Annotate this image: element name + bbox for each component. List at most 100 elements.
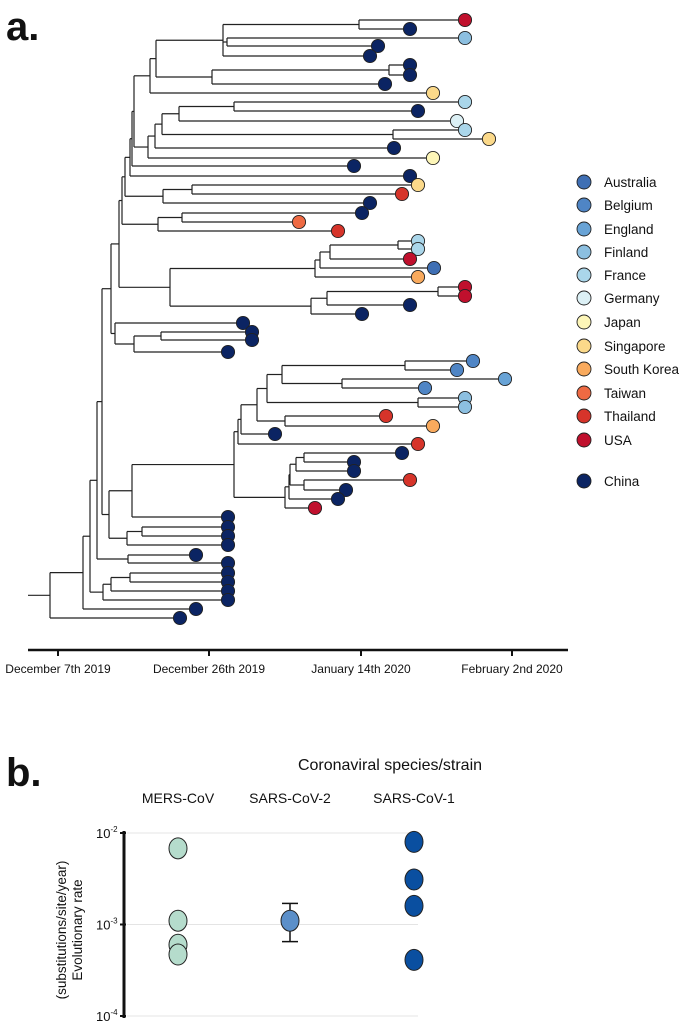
data-point-sars-cov-2 [280, 909, 300, 932]
legend-label: England [604, 222, 654, 237]
legend-label: Thailand [604, 409, 656, 424]
tip-singapore [481, 131, 497, 147]
tip-usa [307, 500, 323, 516]
tip-thailand [378, 408, 394, 424]
legend-swatch [576, 408, 592, 424]
tip-china [220, 592, 236, 608]
legend-label: Belgium [604, 198, 653, 213]
tip-china [235, 315, 251, 331]
tip-china [330, 491, 346, 507]
panel-a-label: a. [6, 5, 39, 49]
tip-france [410, 241, 426, 257]
tip-south-korea [410, 269, 426, 285]
legend-label: South Korea [604, 362, 680, 377]
phylogenetic-tree [28, 12, 513, 626]
data-point-mers-cov [168, 837, 188, 860]
legend-swatch [576, 361, 592, 377]
tip-thailand [330, 223, 346, 239]
tip-belgium [465, 353, 481, 369]
tip-china [370, 38, 386, 54]
panel-b-label: b. [6, 751, 42, 795]
legend-swatch [576, 432, 592, 448]
category-label: SARS-CoV-2 [249, 790, 331, 806]
tip-china [410, 103, 426, 119]
tip-china [402, 297, 418, 313]
legend-swatch [576, 290, 592, 306]
time-axis-tick-label: February 2nd 2020 [461, 662, 563, 676]
tip-china [354, 306, 370, 322]
data-point-mers-cov [168, 909, 188, 932]
tip-china [338, 482, 354, 498]
tip-china [362, 48, 378, 64]
legend-label: Germany [604, 291, 660, 306]
legend-swatch [576, 221, 592, 237]
time-axis-tick-label: January 14th 2020 [311, 662, 411, 676]
tip-taiwan [291, 214, 307, 230]
tip-singapore [425, 85, 441, 101]
tip-thailand [402, 472, 418, 488]
legend-label: China [604, 474, 640, 489]
tip-china [346, 158, 362, 174]
time-axis-tick-label: December 26th 2019 [153, 662, 265, 676]
tip-france [457, 94, 473, 110]
category-label: MERS-CoV [142, 790, 215, 806]
tip-china [220, 537, 236, 553]
tip-china [346, 463, 362, 479]
tip-china [402, 168, 418, 184]
legend-swatch [576, 338, 592, 354]
legend: Australia Belgium England Finland France Germ… [576, 174, 680, 489]
tip-china [172, 610, 188, 626]
y-tick-label: 10-3 [96, 917, 118, 933]
category-label: SARS-CoV-1 [373, 790, 455, 806]
tip-belgium [449, 362, 465, 378]
tip-france [457, 122, 473, 138]
evolutionary-rate-plot: MERS-CoV SARS-CoV-2 SARS-CoV-1 10-2 10-3 10-4… [54, 790, 455, 1024]
tip-china [377, 76, 393, 92]
legend-swatch [576, 174, 592, 190]
chart-b-title: Coronaviral species/strain [298, 757, 482, 774]
legend-swatch [576, 314, 592, 330]
legend-swatch [576, 244, 592, 260]
data-point-sars-cov-1 [404, 948, 424, 971]
tip-china [394, 445, 410, 461]
tip-china [402, 67, 418, 83]
tip-china [354, 205, 370, 221]
tip-china [402, 21, 418, 37]
legend-swatch [576, 197, 592, 213]
tip-germany [449, 113, 465, 129]
legend-label: Singapore [604, 339, 666, 354]
legend-label: USA [604, 433, 632, 448]
time-axis: December 7th 2019 December 26th 2019 Janua… [5, 648, 568, 676]
y-axis-label: (substitutions/site/year)Evolutionary ra… [54, 861, 85, 1000]
tip-usa [402, 251, 418, 267]
tip-finland [457, 399, 473, 415]
tip-china [188, 601, 204, 617]
data-point-sars-cov-1 [404, 868, 424, 891]
data-point-sars-cov-1 [404, 894, 424, 917]
data-point-sars-cov-1 [404, 830, 424, 853]
tip-japan [425, 150, 441, 166]
tip-usa [457, 288, 473, 304]
tip-china [362, 195, 378, 211]
tip-england [497, 371, 513, 387]
tip-china [188, 547, 204, 563]
tip-australia [426, 260, 442, 276]
tip-finland [457, 30, 473, 46]
legend-label: Taiwan [604, 386, 646, 401]
legend-label: Finland [604, 245, 648, 260]
time-axis-tick-label: December 7th 2019 [5, 662, 111, 676]
tip-china [267, 426, 283, 442]
data-point-mers-cov [168, 943, 188, 966]
legend-label: Japan [604, 315, 641, 330]
y-tick-label: 10-2 [96, 825, 118, 841]
y-tick-label: 10-4 [96, 1008, 118, 1024]
tip-china [386, 140, 402, 156]
legend-swatch [576, 267, 592, 283]
legend-label: France [604, 268, 646, 283]
legend-swatch [576, 385, 592, 401]
tip-china [244, 332, 260, 348]
tip-thailand [394, 186, 410, 202]
tip-belgium [417, 380, 433, 396]
